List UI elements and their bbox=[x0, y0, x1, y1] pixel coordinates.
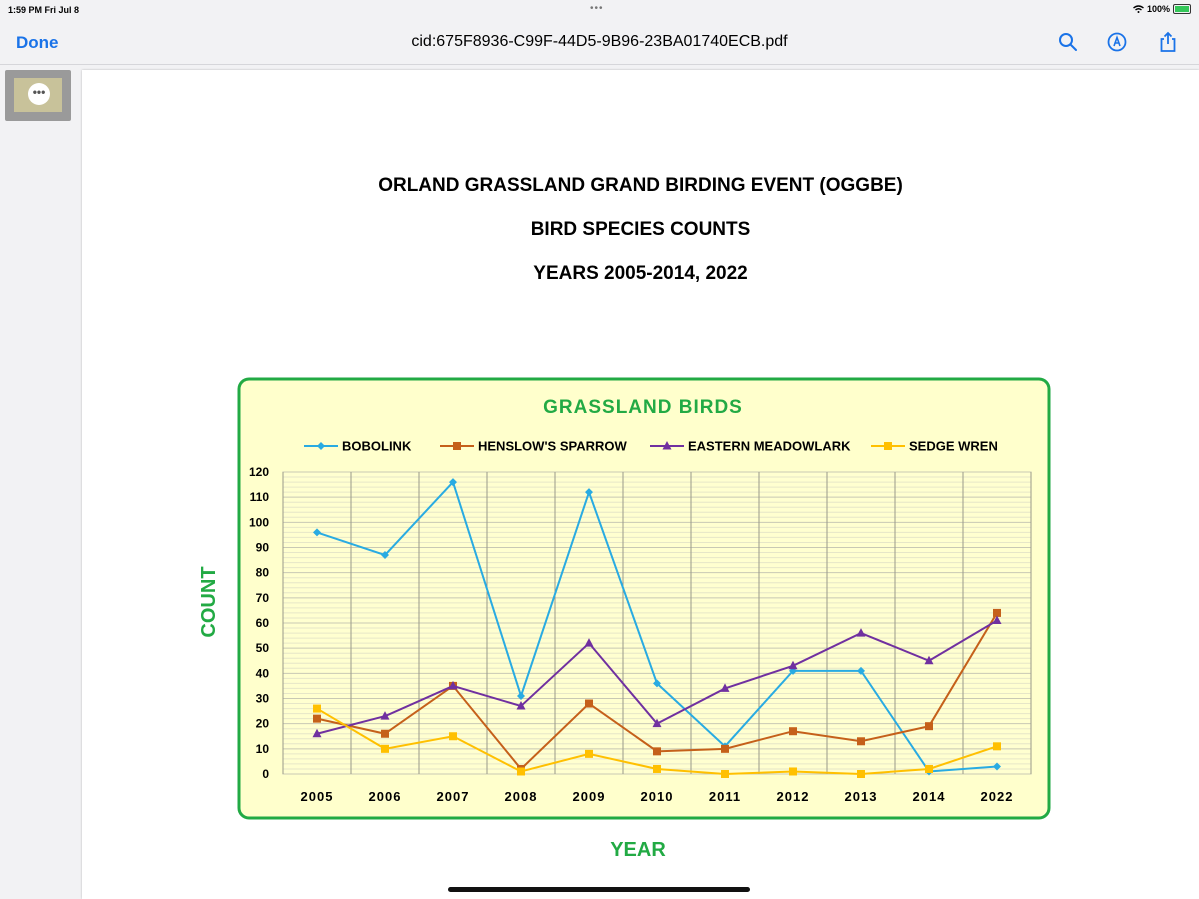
x-axis-label: YEAR bbox=[610, 839, 666, 861]
data-point bbox=[856, 628, 866, 637]
x-tick-label: 2006 bbox=[369, 789, 402, 804]
data-point bbox=[925, 764, 933, 773]
data-point bbox=[313, 714, 321, 723]
data-point bbox=[993, 762, 1001, 771]
legend-label: EASTERN MEADOWLARK bbox=[688, 439, 851, 454]
data-point bbox=[584, 638, 594, 647]
share-icon[interactable] bbox=[1156, 30, 1180, 54]
data-point bbox=[652, 718, 662, 728]
y-tick-label: 60 bbox=[256, 616, 270, 630]
battery-icon bbox=[1173, 4, 1191, 14]
x-tick-label: 2010 bbox=[641, 789, 674, 804]
document-heading: ORLAND GRASSLAND GRAND BIRDING EVENT (OG… bbox=[378, 175, 903, 196]
data-point bbox=[789, 767, 797, 776]
data-point bbox=[516, 701, 526, 710]
legend-label: HENSLOW'S SPARROW bbox=[478, 439, 627, 454]
nav-divider bbox=[0, 64, 1199, 65]
home-indicator bbox=[448, 887, 750, 892]
data-point bbox=[721, 770, 729, 778]
data-point bbox=[653, 679, 661, 688]
data-point bbox=[585, 699, 593, 708]
document-years: YEARS 2005-2014, 2022 bbox=[533, 263, 748, 284]
legend-label: BOBOLINK bbox=[342, 439, 412, 454]
legend-marker bbox=[453, 442, 461, 450]
data-point bbox=[312, 728, 322, 738]
data-point bbox=[381, 551, 389, 560]
data-point bbox=[653, 747, 661, 756]
document-title: cid:675F8936-C99F-44D5-9B96-23BA01740ECB… bbox=[411, 33, 788, 50]
data-point bbox=[517, 691, 525, 700]
data-point bbox=[993, 742, 1001, 751]
data-point bbox=[517, 767, 525, 776]
legend-marker bbox=[884, 442, 892, 450]
y-tick-label: 100 bbox=[249, 515, 269, 529]
search-icon[interactable] bbox=[1056, 30, 1080, 54]
y-tick-label: 0 bbox=[262, 767, 269, 781]
status-bar: 1:59 PM Fri Jul 8 ••• 100% bbox=[0, 0, 1199, 20]
y-tick-label: 70 bbox=[256, 591, 270, 605]
data-point bbox=[857, 770, 865, 778]
y-tick-label: 30 bbox=[256, 692, 270, 706]
chart-legend: BOBOLINK HENSLOW'S SPARROW EASTERN MEADOWL… bbox=[304, 439, 998, 454]
data-point bbox=[313, 704, 321, 713]
more-icon[interactable]: ••• bbox=[28, 83, 50, 105]
x-tick-label: 2012 bbox=[777, 789, 810, 804]
x-tick-label: 2014 bbox=[913, 789, 946, 804]
navigation-bar: Done cid:675F8936-C99F-44D5-9B96-23BA017… bbox=[0, 22, 1199, 64]
y-tick-label: 120 bbox=[249, 465, 269, 479]
document-subheading: BIRD SPECIES COUNTS bbox=[530, 219, 751, 240]
data-point bbox=[449, 732, 457, 741]
plot-area: 0 10 20 30 40 50 60 70 80 90 100 110 120 2005 2006 2007… bbox=[249, 465, 1032, 804]
x-tick-label: 2013 bbox=[845, 789, 878, 804]
data-point bbox=[380, 711, 390, 720]
battery-percentage: 100% bbox=[1146, 4, 1170, 14]
x-tick-label: 2009 bbox=[573, 789, 606, 804]
y-tick-label: 90 bbox=[256, 541, 270, 555]
chart-title: GRASSLAND BIRDS bbox=[543, 397, 743, 418]
done-button[interactable]: Done bbox=[16, 33, 59, 52]
data-point bbox=[448, 680, 458, 690]
status-time: 1:59 PM Fri Jul 8 bbox=[8, 5, 80, 15]
grassland-birds-chart: GRASSLAND BIRDS BOBOLINK HENSLOW'S SPARRO… bbox=[198, 377, 1051, 861]
legend-marker bbox=[662, 441, 672, 450]
data-point bbox=[381, 729, 389, 738]
data-point bbox=[925, 722, 933, 731]
legend-marker bbox=[317, 442, 325, 450]
x-tick-label: 2005 bbox=[301, 789, 334, 804]
data-point bbox=[653, 764, 661, 773]
data-point bbox=[789, 727, 797, 736]
data-point bbox=[857, 666, 865, 675]
data-point bbox=[993, 608, 1001, 617]
data-point bbox=[788, 660, 798, 670]
y-tick-label: 10 bbox=[256, 742, 270, 756]
markup-icon[interactable] bbox=[1105, 30, 1129, 54]
y-tick-label: 50 bbox=[256, 641, 270, 655]
x-tick-label: 2011 bbox=[709, 789, 741, 804]
page-thumbnail[interactable]: ••• bbox=[5, 70, 71, 121]
data-point bbox=[857, 737, 865, 746]
document-page: ORLAND GRASSLAND GRAND BIRDING EVENT (OG… bbox=[82, 70, 1199, 899]
x-tick-label: 2007 bbox=[437, 789, 470, 804]
y-tick-label: 40 bbox=[256, 666, 270, 680]
y-axis-label: COUNT bbox=[198, 566, 220, 637]
multitasking-dots-icon[interactable]: ••• bbox=[590, 3, 604, 14]
data-point bbox=[992, 615, 1002, 624]
y-tick-label: 20 bbox=[256, 717, 270, 731]
data-point bbox=[313, 528, 321, 537]
y-tick-label: 110 bbox=[250, 490, 270, 504]
x-tick-label: 2008 bbox=[505, 789, 538, 804]
data-point bbox=[585, 749, 593, 758]
data-point bbox=[924, 655, 934, 665]
data-point bbox=[585, 488, 593, 497]
wifi-icon bbox=[1133, 5, 1144, 13]
data-point bbox=[720, 683, 730, 692]
y-tick-label: 80 bbox=[256, 566, 270, 580]
data-point bbox=[381, 744, 389, 753]
data-point bbox=[449, 478, 457, 487]
legend-label: SEDGE WREN bbox=[909, 439, 998, 454]
status-indicators: 100% bbox=[1133, 4, 1191, 14]
x-tick-label: 2022 bbox=[981, 789, 1014, 804]
data-point bbox=[721, 744, 729, 753]
